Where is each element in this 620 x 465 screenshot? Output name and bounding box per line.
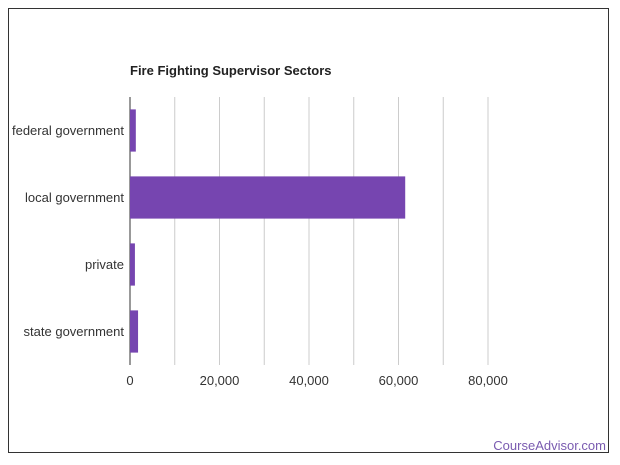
x-tick-label: 20,000 [200, 373, 240, 388]
bar[interactable] [130, 243, 135, 286]
bars [130, 109, 406, 353]
x-tick-labels: 0 20,000 40,000 60,000 80,000 [126, 373, 508, 388]
category-label: local government [25, 190, 124, 205]
chart-title: Fire Fighting Supervisor Sectors [130, 63, 332, 78]
brand-link[interactable]: CourseAdvisor.com [493, 438, 606, 453]
x-tick-label: 0 [126, 373, 133, 388]
category-label: state government [24, 324, 125, 339]
bar[interactable] [130, 109, 136, 152]
category-label: federal government [12, 123, 124, 138]
category-label: private [85, 257, 124, 272]
x-tick-label: 60,000 [379, 373, 419, 388]
x-tick-label: 40,000 [289, 373, 329, 388]
category-labels: federal government local government privat… [12, 123, 124, 339]
bar[interactable] [130, 310, 139, 353]
grid-lines [129, 97, 489, 365]
bar[interactable] [130, 176, 406, 219]
x-tick-label: 80,000 [468, 373, 508, 388]
